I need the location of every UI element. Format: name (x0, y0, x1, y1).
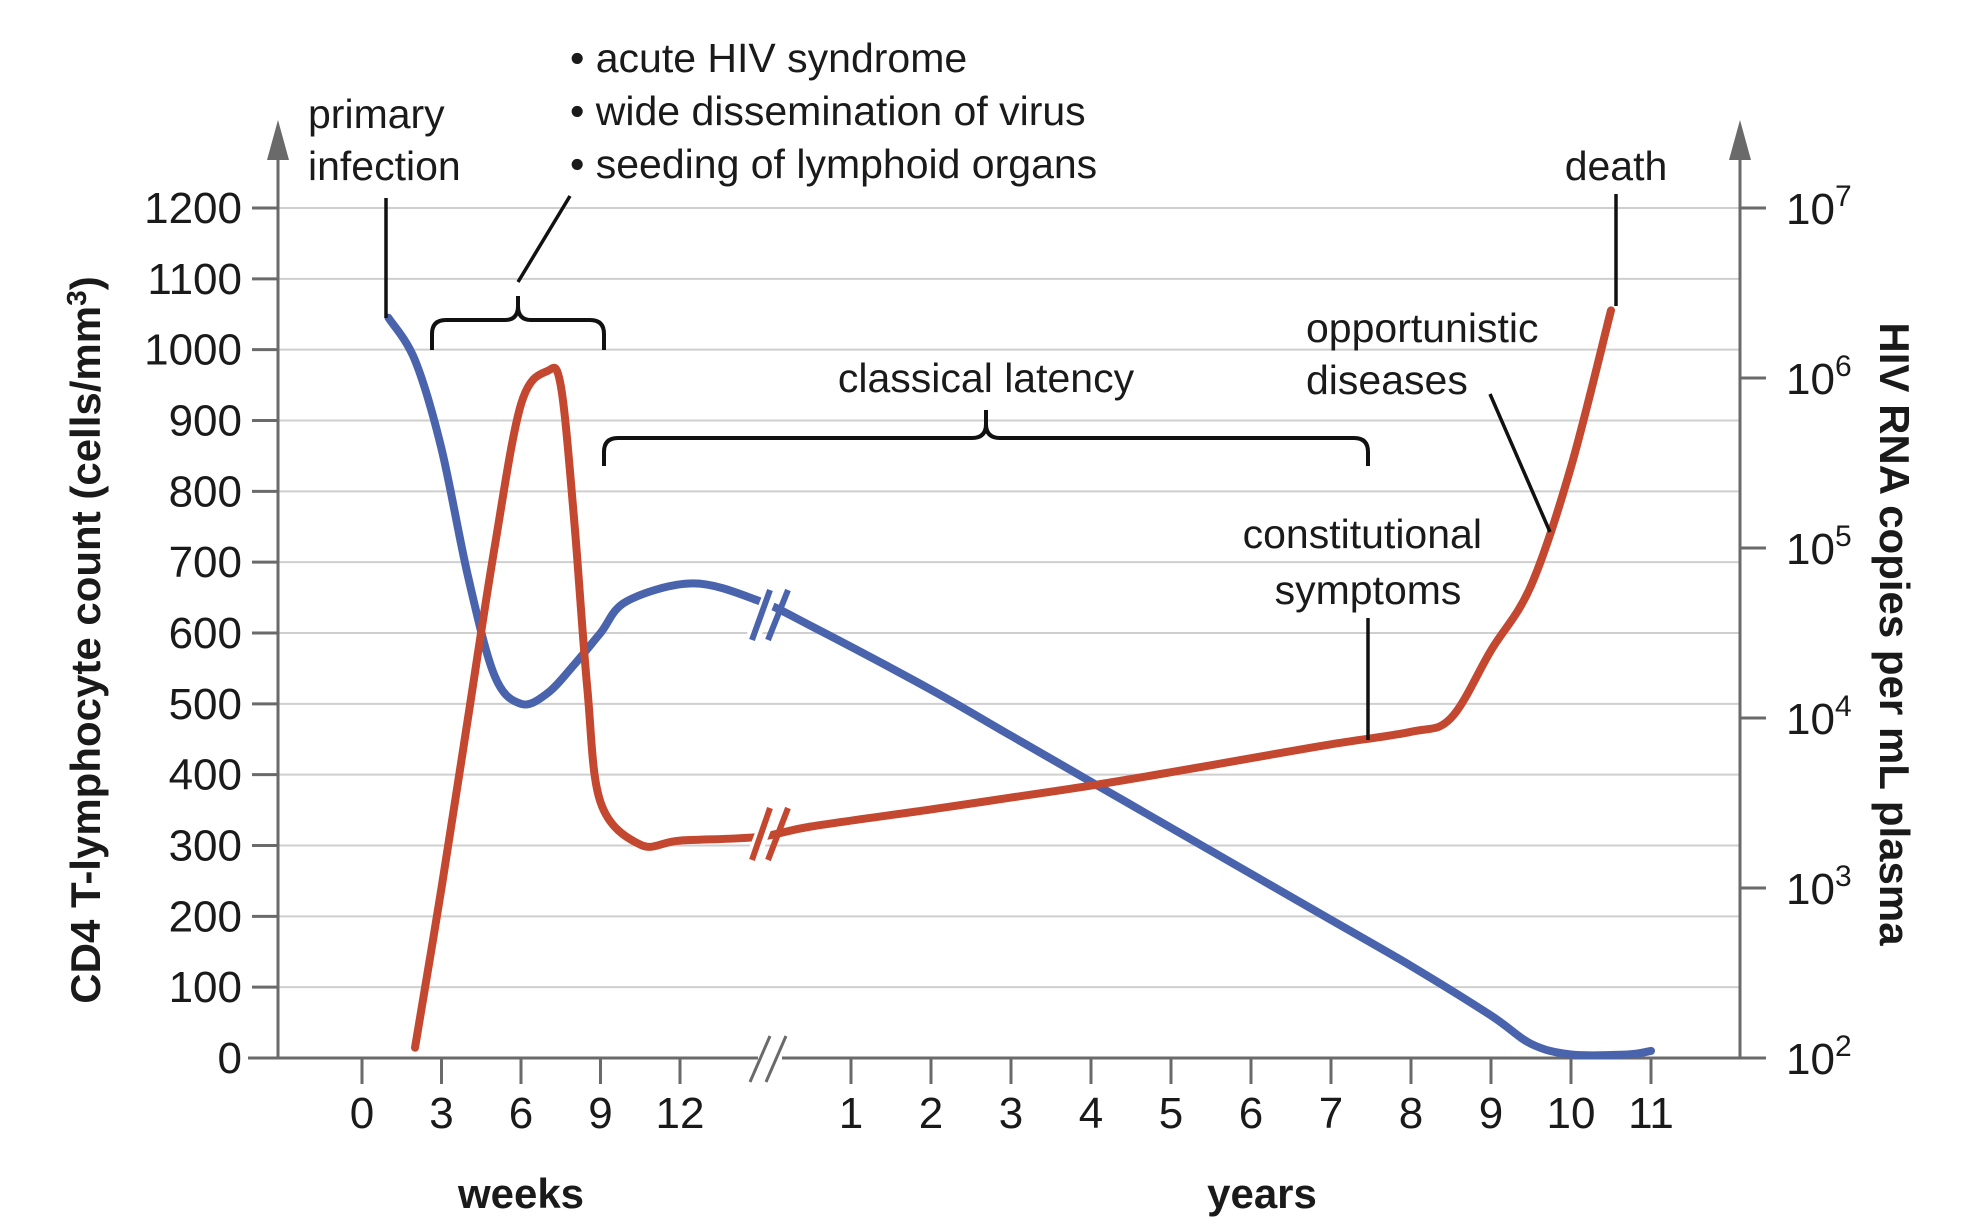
left-tick-label: 300 (169, 822, 242, 871)
week-tick-label: 12 (656, 1089, 705, 1138)
left-tick-label: 1200 (144, 184, 242, 233)
constitutional-symptoms-label: constitutional symptoms (1243, 511, 1494, 613)
death-label: death (1565, 143, 1668, 189)
right-axis-ticks: 102 103 104 105 106 107 (1740, 180, 1852, 1084)
year-tick-label: 1 (839, 1089, 863, 1138)
year-tick-label: 3 (999, 1089, 1023, 1138)
rna-break-mark-2 (749, 807, 773, 861)
annotations: primary infection • acute HIV syndrome •… (308, 35, 1667, 740)
left-tick-label: 600 (169, 609, 242, 658)
year-tick-label: 6 (1239, 1089, 1263, 1138)
left-axis-title: CD4 T-lymphocyte count (cells/mm3) (61, 276, 109, 1003)
right-tick-label: 103 (1786, 860, 1852, 914)
year-tick-label: 2 (919, 1089, 943, 1138)
x-axis-weeks-label: weeks (457, 1170, 584, 1217)
cd4-break-marks (745, 587, 791, 643)
x-axis-break-mark-2 (764, 1035, 788, 1083)
acute-phase-bracket (430, 296, 606, 350)
cd4-break-mark-2 (749, 588, 773, 642)
week-tick-label: 0 (350, 1089, 374, 1138)
left-tick-label: 400 (169, 751, 242, 800)
week-tick-label: 3 (429, 1089, 453, 1138)
week-tick-label: 9 (588, 1089, 612, 1138)
acute-phase-leader (516, 195, 572, 283)
cd4-break-mark-3 (765, 588, 791, 642)
axes (248, 120, 1751, 1083)
left-axis-ticks: 0 100 200 300 400 500 600 700 800 900 1000 1100 1200 (144, 184, 278, 1083)
left-tick-label: 200 (169, 892, 242, 941)
right-tick-label: 104 (1786, 690, 1852, 744)
year-tick-label: 11 (1628, 1089, 1674, 1138)
right-tick-label: 106 (1786, 350, 1852, 404)
right-axis-title: HIV RNA copies per mL plasma (1871, 322, 1918, 946)
classical-latency-bracket (602, 410, 1370, 466)
classical-latency-label: classical latency (838, 355, 1135, 401)
x-axis-years-label: years (1207, 1170, 1317, 1217)
left-tick-label: 1100 (147, 255, 242, 304)
primary-infection-label: primary infection (308, 91, 461, 189)
opportunistic-diseases-label: opportunistic diseases (1306, 305, 1550, 403)
rna-break-marks (745, 805, 791, 863)
left-tick-label: 900 (169, 397, 242, 446)
year-tick-label: 5 (1159, 1089, 1183, 1138)
left-tick-label: 0 (218, 1034, 242, 1083)
left-tick-label: 700 (169, 538, 242, 587)
week-tick-label: 6 (509, 1089, 533, 1138)
x-axis-ticks: 0 3 6 9 12 1 2 3 4 5 6 7 8 9 10 11 (350, 1058, 1674, 1138)
left-axis-arrow-icon (267, 120, 289, 160)
left-tick-label: 500 (169, 680, 242, 729)
right-tick-label: 105 (1786, 520, 1852, 574)
year-tick-label: 10 (1547, 1089, 1596, 1138)
cd4-count-line (384, 313, 1655, 1060)
year-tick-label: 7 (1319, 1089, 1343, 1138)
x-axis-break-mark-1 (748, 1035, 772, 1083)
right-axis-arrow-icon (1729, 120, 1751, 160)
left-tick-label: 100 (169, 963, 242, 1012)
year-tick-label: 8 (1399, 1089, 1423, 1138)
left-tick-label: 800 (169, 467, 242, 516)
opportunistic-diseases-leader (1488, 393, 1552, 533)
acute-phase-notes: • acute HIV syndrome • wide disseminatio… (570, 35, 1097, 187)
year-tick-label: 4 (1079, 1089, 1103, 1138)
left-tick-label: 1000 (144, 326, 242, 375)
right-tick-label: 107 (1786, 180, 1852, 234)
year-tick-label: 9 (1479, 1089, 1503, 1138)
rna-break-mark-3 (765, 806, 791, 862)
right-tick-label: 102 (1786, 1030, 1852, 1084)
